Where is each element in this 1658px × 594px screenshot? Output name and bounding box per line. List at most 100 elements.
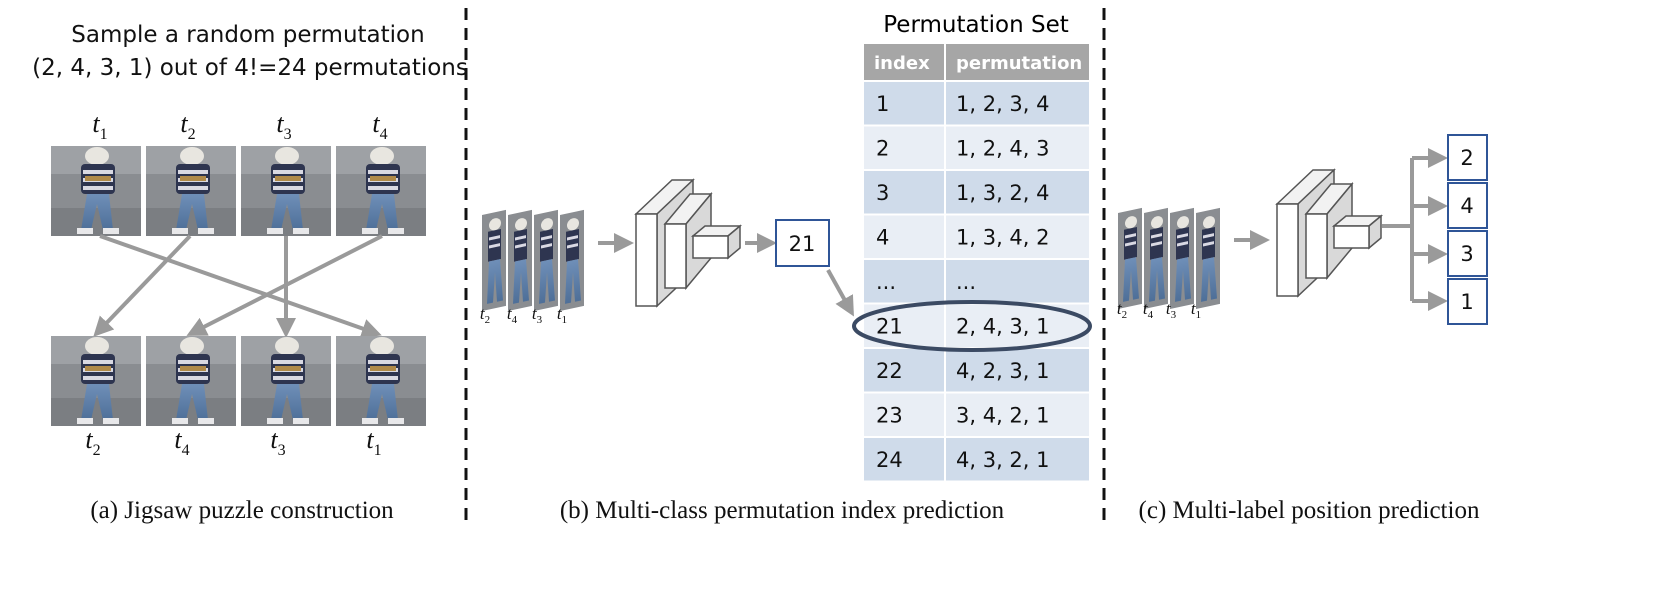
bottom-frame-labels: t2 t4 t3 t1	[85, 425, 381, 459]
position-value-2: 3	[1460, 242, 1473, 266]
input-frame-stack-c	[1118, 207, 1220, 309]
row-index-cell: 21	[876, 315, 903, 339]
table-row: 3 1, 3, 2, 4	[864, 171, 1089, 214]
arrow-t1-to-pos4	[99, 234, 382, 339]
caption-b: (b) Multi-class permutation index predic…	[560, 497, 1005, 524]
frame-t1-image	[51, 146, 141, 236]
table-cell-bg	[864, 171, 944, 214]
table-cell-bg	[864, 82, 944, 125]
row-index-cell: 4	[876, 226, 889, 250]
output-index-value: 21	[789, 232, 816, 256]
bottom-label-0: t2	[85, 425, 100, 459]
table-row: 23 3, 4, 2, 1	[864, 393, 1089, 436]
row-permutation-cell: ...	[956, 270, 976, 294]
table-cell-bg	[864, 438, 944, 481]
position-value-0: 2	[1460, 146, 1473, 170]
row-permutation-cell: 4, 3, 2, 1	[956, 448, 1050, 472]
top-frames	[51, 146, 426, 236]
frame-t2-image	[146, 146, 236, 236]
highlight-ellipse	[852, 300, 1092, 352]
table-row: 2 1, 2, 4, 3	[864, 126, 1089, 169]
permutation-table: index permutation 1 1, 2, 3, 4 2 1, 2, 4, 3 3 1…	[864, 44, 1089, 481]
arrow-to-table-row	[826, 269, 854, 317]
cnn-network-icon	[634, 178, 743, 308]
row-index-cell: 1	[876, 92, 889, 116]
table-row: ......	[864, 260, 1089, 303]
table-cell-bg	[946, 215, 1089, 258]
caption-c: (c) Multi-label position prediction	[1139, 497, 1480, 524]
bottom-label-2: t3	[270, 425, 285, 459]
stack-labels: t2 t4 t3 t1	[480, 304, 567, 326]
panel-c: t2 t4 t3 t1 2 4 3 1 (c) Multi-label position p…	[1117, 134, 1488, 524]
row-index-cell: 24	[876, 448, 903, 472]
stack-label-0: t2	[480, 304, 490, 326]
frame-t4-shuffled-image	[146, 336, 236, 426]
header-cell-permutation	[946, 44, 1089, 80]
table-cell-bg	[946, 126, 1089, 169]
bottom-frames	[51, 336, 426, 426]
row-permutation-cell: 3, 4, 2, 1	[956, 404, 1050, 428]
row-index-cell: ...	[876, 270, 896, 294]
row-permutation-cell: 2, 4, 3, 1	[956, 315, 1050, 339]
table-cell-bg	[946, 438, 1089, 481]
table-header-1: permutation	[956, 53, 1082, 74]
row-permutation-cell: 1, 2, 3, 4	[956, 92, 1050, 116]
arrow-t4-to-pos2	[186, 234, 383, 336]
caption-a: (a) Jigsaw puzzle construction	[90, 497, 394, 524]
position-box-2	[1447, 230, 1488, 277]
table-header-0: index	[874, 53, 930, 74]
fanout-arrows	[1382, 148, 1448, 311]
stack-label-c-1: t4	[1143, 299, 1154, 321]
stack-label-c-2: t3	[1166, 299, 1177, 321]
top-label-3: t4	[372, 109, 387, 143]
position-box-1	[1447, 182, 1488, 229]
shuffle-arrows	[93, 234, 383, 339]
table-cell-bg	[946, 82, 1089, 125]
row-index-cell: 3	[876, 181, 889, 205]
panel-a: Sample a random permutation (2, 4, 3, 1)…	[32, 22, 468, 524]
position-value-1: 4	[1460, 194, 1473, 218]
frame-t4-image	[336, 146, 426, 236]
top-label-2: t3	[276, 109, 291, 143]
frame-t3-image	[241, 146, 331, 236]
table-cell-bg	[864, 349, 944, 392]
table-cell-bg	[864, 126, 944, 169]
input-frame-stack	[482, 209, 584, 311]
stack-label-3: t1	[557, 304, 567, 326]
output-index-box	[775, 219, 830, 267]
stack-label-2: t3	[532, 304, 543, 326]
row-index-cell: 2	[876, 137, 889, 161]
bottom-label-3: t1	[366, 425, 381, 459]
stack-label-c-3: t1	[1191, 299, 1201, 321]
table-row: 22 4, 2, 3, 1	[864, 349, 1089, 392]
table-title: Permutation Set	[883, 12, 1068, 38]
table-cell-bg	[946, 260, 1089, 303]
row-permutation-cell: 1, 2, 4, 3	[956, 137, 1050, 161]
top-label-1: t2	[180, 109, 195, 143]
panel-b: t2 t4 t3 t1 21 Permutation Set index permuta…	[480, 12, 1092, 524]
arrow-t2-to-pos1	[93, 234, 192, 337]
table-cell-bg	[946, 393, 1089, 436]
table-cell-bg	[864, 260, 944, 303]
stack-label-c-0: t2	[1117, 299, 1127, 321]
table-row: 1 1, 2, 3, 4	[864, 82, 1089, 125]
position-box-3	[1447, 278, 1488, 325]
row-permutation-cell: 4, 2, 3, 1	[956, 359, 1050, 383]
top-frame-labels: t1 t2 t3 t4	[92, 109, 387, 143]
cnn-network-icon-c	[1275, 168, 1384, 298]
row-index-cell: 22	[876, 359, 903, 383]
table-row: 4 1, 3, 4, 2	[864, 215, 1089, 258]
intro-line-1: Sample a random permutation	[71, 22, 424, 48]
position-output-boxes: 2 4 3 1	[1447, 134, 1488, 325]
row-index-cell: 23	[876, 404, 903, 428]
table-cell-bg	[946, 349, 1089, 392]
table-row: 24 4, 3, 2, 1	[864, 438, 1089, 481]
stack-label-1: t4	[507, 304, 518, 326]
stack-labels-c: t2 t4 t3 t1	[1117, 299, 1201, 321]
header-cell-index	[864, 44, 944, 80]
frame-t3-shuffled-image	[241, 336, 331, 426]
frame-t2-shuffled-image	[51, 336, 141, 426]
table-cell-bg	[864, 215, 944, 258]
frame-t1-shuffled-image	[336, 336, 426, 426]
